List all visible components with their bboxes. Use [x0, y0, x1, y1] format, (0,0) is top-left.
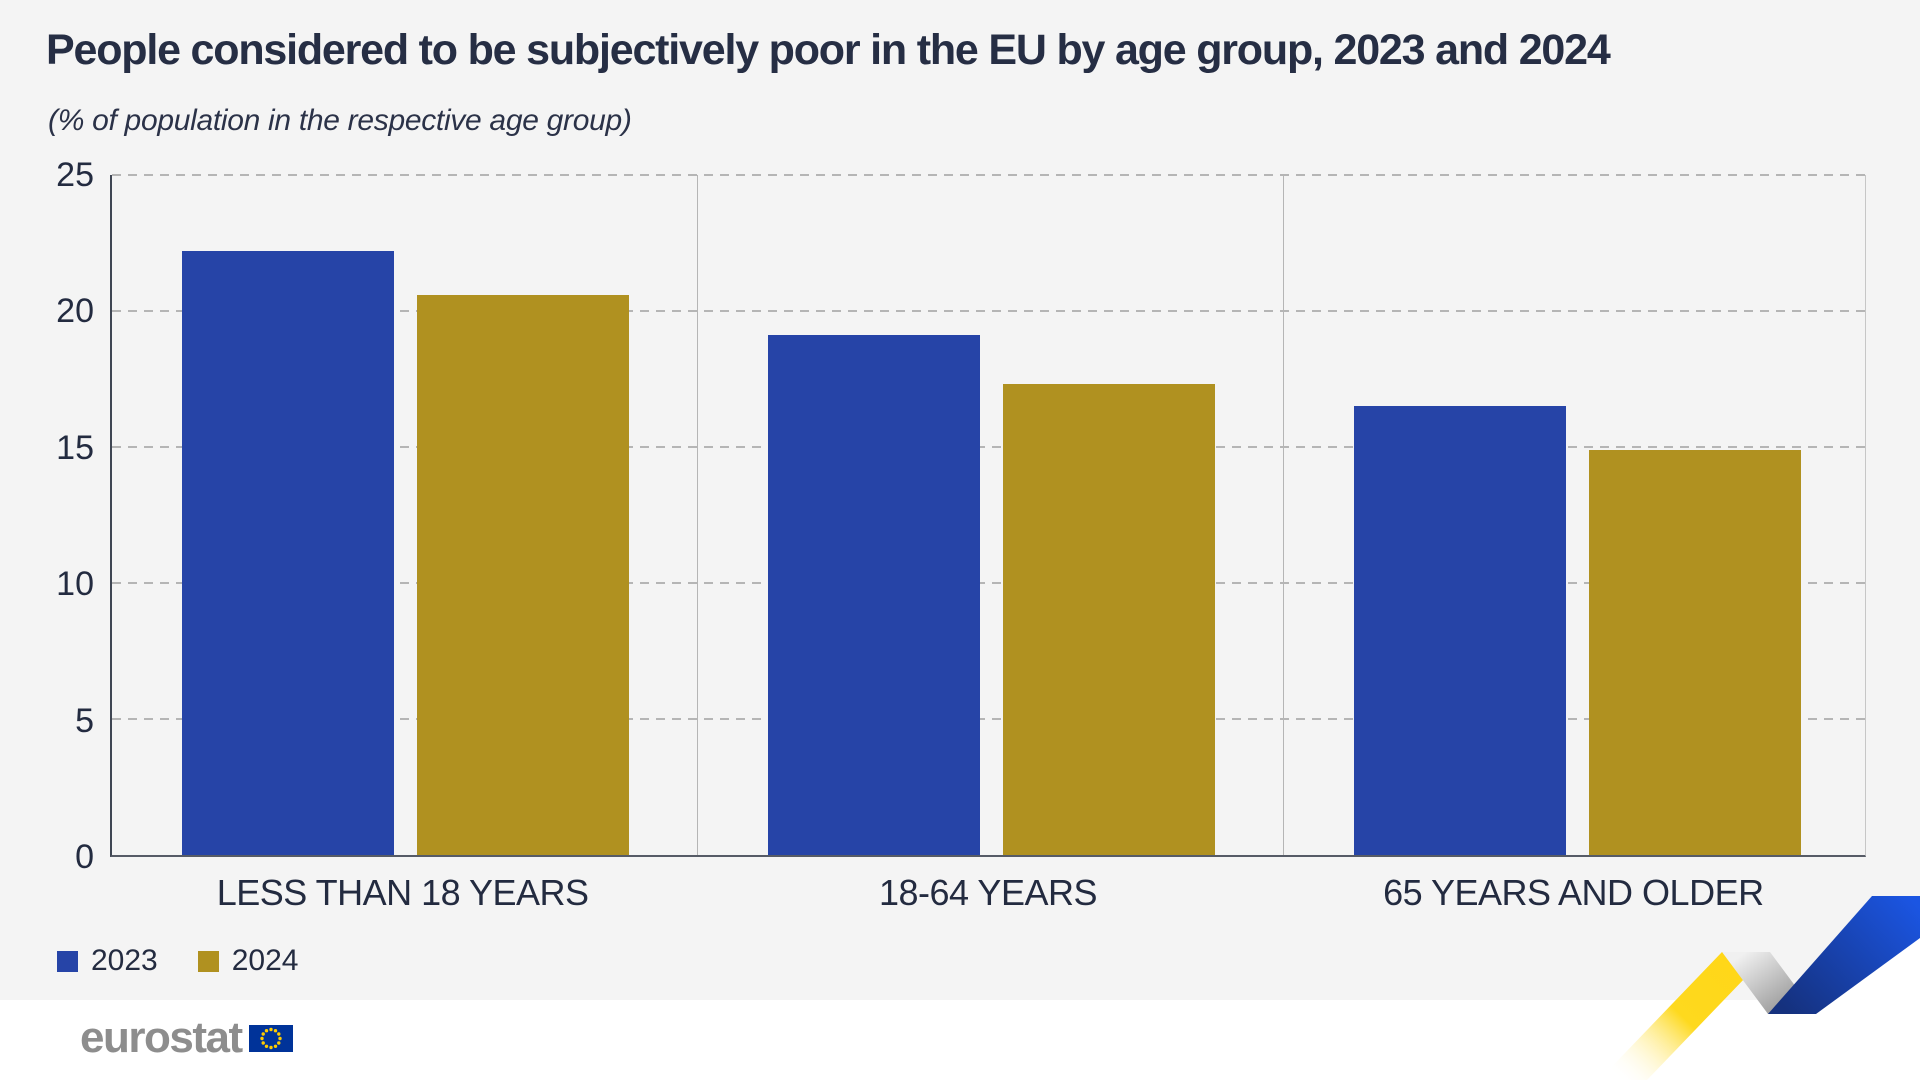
category-label: LESS THAN 18 YEARS	[216, 872, 589, 913]
eu-flag-star	[264, 1044, 268, 1048]
y-tick-label-20: 20	[56, 292, 94, 331]
category-panel	[697, 175, 1282, 855]
bar-2024-0	[417, 294, 629, 855]
eu-flag-star	[261, 1031, 265, 1036]
bar-2023-2	[1353, 406, 1566, 855]
eu-flag-star	[276, 1040, 281, 1045]
legend-label: 2024	[231, 944, 299, 977]
eu-flag-star	[268, 1045, 273, 1049]
plot-area	[110, 174, 1868, 857]
legend: 2023 2024	[57, 944, 299, 978]
eu-flag-star	[273, 1044, 277, 1048]
ribbon-decoration-icon	[1600, 896, 1920, 1080]
ribbon-blue-band	[1768, 896, 1920, 1014]
eu-flag-star	[261, 1040, 265, 1045]
chart-title: People considered to be subjectively poo…	[46, 26, 1611, 74]
bar-2023-1	[768, 335, 981, 855]
eu-flag-star	[277, 1036, 282, 1040]
gridline-20	[112, 310, 1865, 312]
gridline-15	[112, 446, 1865, 448]
y-tick-label-15: 15	[56, 428, 94, 467]
gridline-25	[112, 174, 1865, 176]
legend-swatch-2024	[197, 950, 219, 972]
ribbon-yellow-band	[1600, 952, 1770, 1080]
y-tick-label-25: 25	[56, 156, 94, 194]
eu-flag-icon	[248, 1024, 293, 1052]
eurostat-logo: eurostat	[80, 1016, 293, 1060]
legend-swatch-2023	[57, 950, 78, 972]
eurostat-logo-text: eurostat	[80, 1013, 243, 1062]
eu-flag-star	[276, 1031, 281, 1036]
y-tick-label-5: 5	[75, 701, 94, 740]
category-panel	[112, 175, 697, 855]
legend-item-2023: 2023	[57, 944, 158, 978]
category-label: 65 YEARS AND OLDER	[1383, 872, 1764, 913]
eu-flag-star	[259, 1036, 264, 1040]
y-tick-label-0: 0	[75, 838, 94, 876]
bar-2023-0	[182, 251, 394, 855]
chart-subtitle: (% of population in the respective age g…	[48, 104, 632, 137]
y-tick-label-10: 10	[56, 565, 94, 604]
bar-2024-2	[1588, 449, 1801, 855]
eu-flag-star	[273, 1028, 277, 1032]
eu-flag-star	[268, 1027, 273, 1031]
legend-item-2024: 2024	[197, 944, 299, 978]
gridline-10	[112, 582, 1865, 584]
category-label: 18-64 YEARS	[879, 872, 1097, 913]
gridline-5	[112, 718, 1865, 720]
bar-2024-1	[1003, 384, 1216, 855]
footer-band	[0, 1000, 1920, 1080]
eu-flag-star	[264, 1028, 268, 1032]
legend-label: 2023	[91, 944, 158, 977]
category-panel	[1282, 175, 1868, 855]
